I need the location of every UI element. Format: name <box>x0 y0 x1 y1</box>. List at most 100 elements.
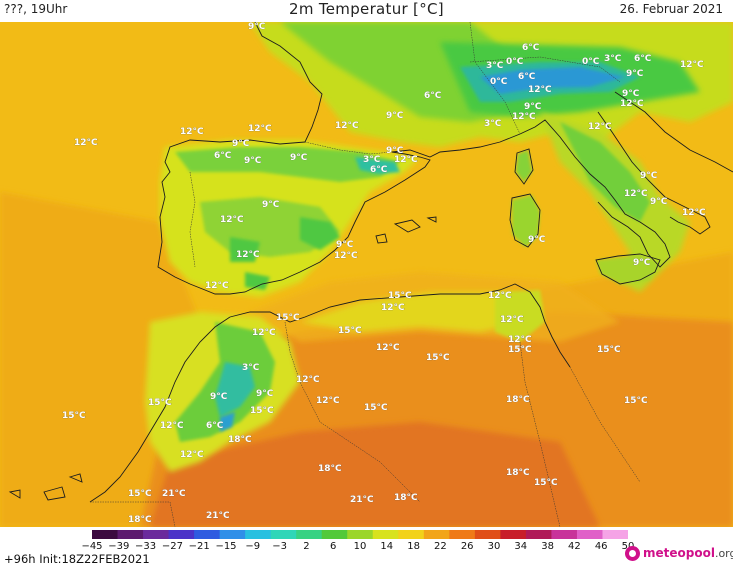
colorbar-tick: −45 <box>81 541 103 552</box>
border-swiss <box>469 56 621 83</box>
colorbar-cell <box>500 530 527 539</box>
colorbar-cell <box>117 530 144 539</box>
colorbar-tick: −21 <box>188 541 210 552</box>
coast-italy-west <box>519 119 671 268</box>
coast-corsica <box>514 148 534 185</box>
borders <box>90 22 641 527</box>
colorbar-tick: −27 <box>161 541 183 552</box>
temp-label: 9°C <box>622 89 640 99</box>
colorbar-tick: 22 <box>434 541 447 552</box>
colorbar-tick: −15 <box>215 541 237 552</box>
temp-label: 15°C <box>276 313 300 323</box>
logo-tld: .org <box>714 547 733 560</box>
tunisia-green <box>495 290 545 342</box>
temp-label: 18°C <box>506 468 530 478</box>
colorbar-tick: −33 <box>135 541 157 552</box>
temp-label: 15°C <box>128 489 152 499</box>
temp-label: 15°C <box>388 291 412 301</box>
coast-sardinia <box>509 193 541 248</box>
coastlines <box>8 22 733 503</box>
temp-label: 12°C <box>682 208 706 218</box>
temp-label: 15°C <box>148 398 172 408</box>
map-title: 2m Temperatur [°C] <box>289 0 444 18</box>
temp-label: 9°C <box>210 392 228 402</box>
footer-bar: −45 −39 −33 −27 −21 −15 −9 −3 2 6 10 14 18 22 26 30 34 38… <box>0 527 733 566</box>
temp-label: 6°C <box>424 91 442 101</box>
iberia-green-mesh <box>230 217 340 290</box>
temp-label: 9°C <box>626 69 644 79</box>
border-morocco-south <box>90 501 176 527</box>
colorbar-tick: 34 <box>514 541 528 552</box>
coast-morocco-atlantic <box>89 316 231 503</box>
temp-label: 12°C <box>180 127 204 137</box>
coast-north-africa <box>229 283 571 368</box>
temp-label: 9°C <box>248 22 266 32</box>
colorbar-cell <box>219 530 246 539</box>
colorbar-cell <box>321 530 348 539</box>
border-alps <box>469 22 521 135</box>
temp-label: 12°C <box>316 396 340 406</box>
temp-label: 21°C <box>350 495 374 505</box>
alps-colder <box>480 67 625 94</box>
colorbar-cell <box>372 530 399 539</box>
colorbar-tick: 10 <box>353 541 367 552</box>
forecast-date: 26. Februar 2021 <box>619 2 723 16</box>
run-info: +96h Init:18Z22FEB2021 <box>4 552 150 566</box>
colorbar-cell <box>194 530 221 539</box>
temp-label: 12°C <box>508 335 532 345</box>
colorbar-tick: 18 <box>407 541 420 552</box>
temp-label: 12°C <box>296 375 320 385</box>
temp-label: 3°C <box>486 61 504 71</box>
coast-canaries <box>8 473 83 501</box>
colorbar-cell <box>296 530 323 539</box>
temp-label: 12°C <box>624 189 648 199</box>
italy-green <box>560 122 650 222</box>
temp-label: 12°C <box>205 281 229 291</box>
temp-label: 9°C <box>528 235 546 245</box>
temp-label: 6°C <box>634 54 652 64</box>
colorbar-tick: 26 <box>460 541 474 552</box>
temp-label: 9°C <box>633 258 651 268</box>
temp-label: 15°C <box>364 403 388 413</box>
colorbar-cells <box>92 530 628 539</box>
temp-label: 12°C <box>381 303 405 313</box>
colorbar-tick: 42 <box>568 541 581 552</box>
temp-label: 12°C <box>500 315 524 325</box>
colorbar-cell <box>423 530 450 539</box>
colorbar-cell <box>449 530 476 539</box>
colorbar-ticks: −45 −39 −33 −27 −21 −15 −9 −3 2 6 10 14 18 22 26 30 34 38… <box>0 541 733 553</box>
temp-label: 6°C <box>206 421 224 431</box>
temp-label: 12°C <box>488 291 512 301</box>
coast-france-med <box>391 133 521 158</box>
temp-label: 3°C <box>604 54 622 64</box>
temp-label: 9°C <box>256 389 274 399</box>
colorbar-tick: −9 <box>245 541 261 552</box>
iberia-green-north <box>175 147 400 182</box>
temp-label: 3°C <box>363 155 381 165</box>
border-pyrenees <box>304 141 393 155</box>
temperature-map: 9°C 6°C 3°C 0°C 0°C 3°C 6°C 9°C 12°C 0°C… <box>0 22 733 527</box>
coast-italy-east <box>597 111 711 235</box>
temp-label: 3°C <box>484 119 502 129</box>
temp-label: 12°C <box>394 155 418 165</box>
temp-label: 0°C <box>506 57 524 67</box>
atlas-cold <box>215 362 255 417</box>
colorbar-tick: 46 <box>594 541 608 552</box>
colorbar-cell <box>245 530 272 539</box>
temp-label: 9°C <box>650 197 668 207</box>
meteopool-logo[interactable]: meteopool.org <box>625 544 733 564</box>
temp-label: 9°C <box>386 146 404 156</box>
temp-label: 15°C <box>338 326 362 336</box>
colorbar-cell <box>143 530 170 539</box>
temp-label: 9°C <box>640 171 658 181</box>
colorbar-cell <box>525 530 552 539</box>
temp-label: 18°C <box>506 395 530 405</box>
logo-brand: meteopool <box>643 546 715 560</box>
coast-iberia <box>157 139 431 295</box>
temp-label: 18°C <box>228 435 252 445</box>
pyrenees-cold <box>355 157 400 174</box>
temp-label: 12°C <box>180 450 204 460</box>
temp-label: 15°C <box>597 345 621 355</box>
temp-label: 6°C <box>518 72 536 82</box>
colorbar-cell <box>398 530 425 539</box>
